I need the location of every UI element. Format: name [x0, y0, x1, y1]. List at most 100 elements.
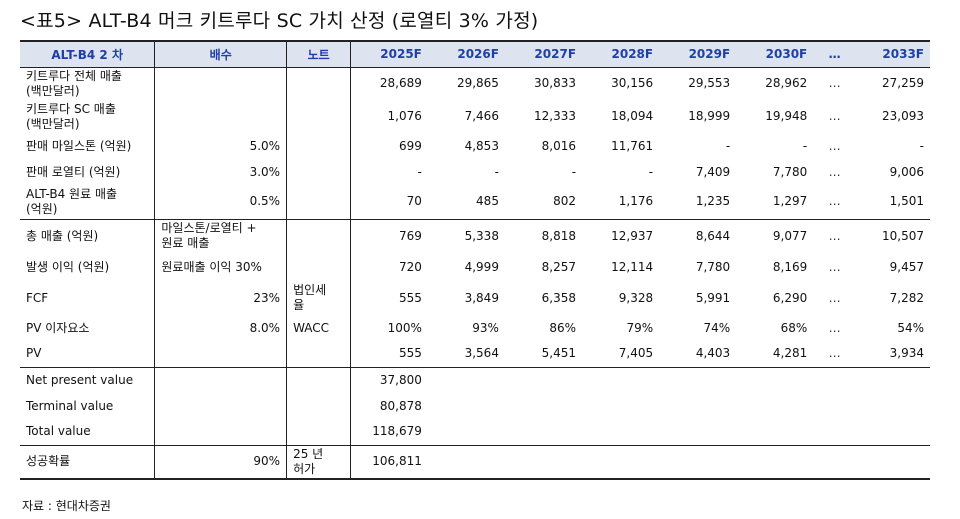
row-label: Total value — [20, 419, 156, 446]
row-note — [286, 133, 352, 159]
row-ellipsis — [813, 367, 856, 393]
row-last-value: 7,282 — [889, 290, 924, 305]
row-year-value: 12,937 — [611, 228, 654, 243]
row-year-value: 5,451 — [504, 341, 583, 368]
header-year: 2026F — [427, 40, 505, 68]
row-note — [286, 253, 352, 281]
header-year: 2027F — [504, 40, 583, 68]
row-note — [286, 341, 352, 368]
row-year-value: 5,991 — [695, 290, 731, 305]
row-value: 1,076 — [387, 109, 422, 123]
row-year-value: 86% — [549, 320, 577, 335]
row-year-value: 7,780 — [695, 259, 731, 274]
row-year-value: 9,077 — [772, 228, 808, 243]
row-year-value: 93% — [472, 320, 499, 335]
row-note — [286, 185, 352, 220]
row-last-value: 9,006 — [889, 164, 924, 179]
row-value: 118,679 — [350, 419, 428, 446]
row-ellipsis — [813, 445, 857, 480]
header-year-last: 2033F — [856, 40, 930, 68]
row-year-value — [582, 445, 660, 480]
row-value: 106,811 — [350, 445, 428, 480]
row-last-value: 27,259 — [882, 76, 924, 91]
header-row: ALT-B4 2 차 배수 노트 2025F 2026F 2027F 2028F… — [20, 40, 930, 68]
row-last-value: 3,934 — [856, 341, 930, 368]
row-label: PV 이자요소 — [20, 315, 156, 341]
row-year-value: 12,114 — [611, 259, 654, 274]
row-multiple: 23% — [154, 281, 288, 315]
row-label: 판매 마일스톤 (억원) — [20, 133, 156, 159]
row-value: 555 — [350, 341, 428, 368]
table-row: PV 555 3,564 5,451 7,405 4,403 4,281… 3,934 — [20, 341, 930, 368]
row-note — [286, 100, 352, 133]
row-value: 769 — [398, 228, 422, 243]
row-last-value: 9,457 — [889, 259, 924, 274]
row-year-value — [505, 393, 582, 419]
valuation-table: ALT-B4 2 차 배수 노트 2025F 2026F 2027F 2028F… — [20, 40, 930, 480]
row-year-value — [427, 419, 505, 446]
source-note: 자료 : 현대차증권 — [22, 499, 111, 513]
row-year-value: 1,235 — [659, 185, 737, 220]
header-year: 2030F — [736, 40, 814, 68]
row-year-value: 29,865 — [456, 76, 499, 91]
row-year-value: - — [802, 138, 808, 153]
header-col-multiple: 배수 — [154, 40, 288, 68]
row-year-value: 18,999 — [688, 109, 731, 123]
row-multiple — [154, 367, 288, 393]
table-row: 성공확률 90% 25 년 허가 106,811 — [20, 445, 930, 480]
table-row: 키트루다 SC 매출 (백만달러) 1,076 7,466 12,333 18,094 18… — [20, 100, 930, 133]
row-last-value: 23,093 — [882, 109, 924, 123]
row-year-value — [659, 445, 737, 480]
row-year-value: 11,761 — [611, 138, 654, 153]
row-year-value: 8,169 — [772, 259, 808, 274]
row-multiple: 원료매출 이익 30% — [154, 253, 288, 281]
row-value: 37,800 — [379, 372, 422, 387]
row-ellipsis — [813, 419, 857, 446]
row-year-value: 7,405 — [582, 341, 660, 368]
row-year-value: 74% — [703, 320, 731, 335]
table-row: PV 이자요소 8.0% WACC 100% 93% 86% 79% 74% 68% … 54% — [20, 315, 930, 341]
row-multiple — [154, 67, 288, 100]
table-row: ALT-B4 원료 매출 (억원) 0.5% 70 485 802 1,176 1,235 1,… — [20, 185, 930, 220]
row-note: 25 년 허가 — [286, 445, 352, 480]
row-year-value — [582, 393, 659, 419]
row-year-value: - — [648, 164, 654, 179]
row-multiple — [154, 419, 288, 446]
header-col-label: ALT-B4 2 차 — [20, 40, 156, 68]
row-year-value: 8,016 — [541, 138, 577, 153]
row-label: 발생 이익 (억원) — [20, 253, 156, 281]
row-year-value — [736, 445, 814, 480]
row-year-value: 5,338 — [464, 228, 499, 243]
row-year-value — [659, 393, 736, 419]
header-year: 2025F — [350, 40, 428, 68]
row-ellipsis: … — [813, 341, 857, 368]
row-ellipsis: … — [828, 109, 841, 123]
row-note: 법인세 율 — [286, 281, 352, 315]
row-label: 판매 로열티 (억원) — [20, 159, 156, 185]
row-year-value — [582, 367, 659, 393]
row-year-value: 6,290 — [772, 290, 808, 305]
table-row: 총 매출 (억원) 마일스톤/로열티 + 원료 매출 769 5,338 8,818 12,… — [20, 219, 930, 253]
row-year-value — [504, 445, 583, 480]
row-label: PV — [20, 341, 156, 368]
row-year-value: 1,176 — [582, 185, 660, 220]
row-year-value: 7,466 — [464, 109, 499, 123]
table-row: 판매 마일스톤 (억원) 5.0% 699 4,853 8,016 11,761 - - … - — [20, 133, 930, 159]
row-last-value: 10,507 — [882, 228, 924, 243]
row-value: 720 — [398, 259, 422, 274]
row-year-value: 30,156 — [611, 76, 654, 91]
table-row: 발생 이익 (억원) 원료매출 이익 30% 720 4,999 8,257 12,114… — [20, 253, 930, 281]
row-multiple — [154, 341, 288, 368]
row-last-value — [856, 393, 930, 419]
row-year-value: 8,644 — [695, 228, 731, 243]
row-year-value: 3,849 — [464, 290, 499, 305]
row-note — [286, 367, 352, 393]
row-last-value: 1,501 — [856, 185, 930, 220]
row-year-value: 18,094 — [611, 109, 654, 123]
row-year-value: 19,948 — [765, 109, 808, 123]
row-value: 70 — [350, 185, 428, 220]
row-year-value: 29,553 — [688, 76, 731, 91]
row-ellipsis: … — [828, 259, 841, 274]
row-year-value: 79% — [626, 320, 654, 335]
row-year-value: 4,999 — [464, 259, 499, 274]
